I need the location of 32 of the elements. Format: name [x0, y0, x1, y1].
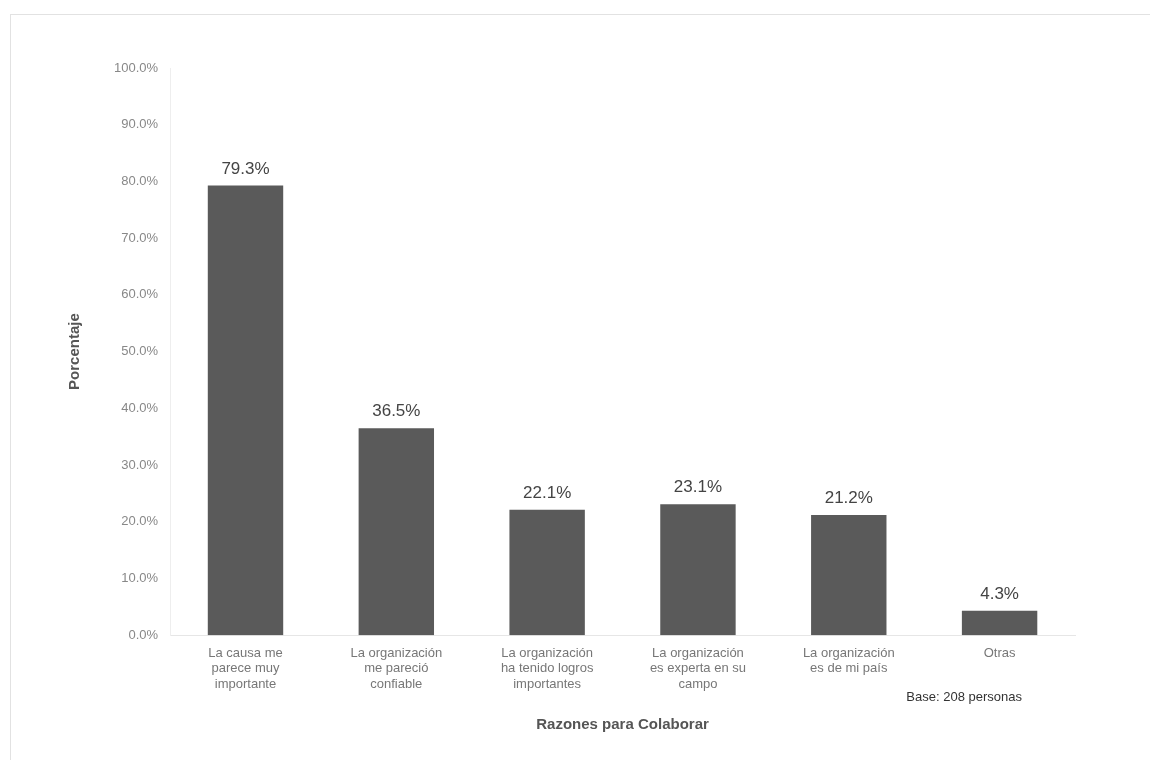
y-axis-title: Porcentaje [65, 313, 83, 390]
data-label: 4.3% [980, 584, 1019, 603]
bar [358, 428, 435, 636]
y-tick-label: 0.0% [128, 626, 159, 642]
y-tick-label: 40.0% [121, 399, 159, 415]
data-label: 23.1% [673, 477, 723, 497]
x-tick-label: La organización me pareció confiable [350, 644, 443, 691]
y-tick-label: 20.0% [121, 513, 159, 529]
y-tick-label: 90.0% [121, 116, 159, 132]
data-label: 22.1% [523, 483, 572, 503]
data-label: 79.3% [221, 158, 270, 178]
x-tick-label: La organización es experta en su campo [649, 644, 747, 691]
bar [660, 504, 736, 636]
x-tick-label: La organización es de mi país [802, 644, 895, 676]
bar [961, 610, 1038, 636]
x-tick-label: La causa me parece muy importante [208, 644, 283, 691]
y-tick-label: 100.0% [114, 59, 159, 75]
y-tick-label: 30.0% [121, 456, 159, 472]
y-tick-label: 60.0% [121, 286, 159, 302]
data-label: 21.2% [824, 488, 873, 508]
bar [509, 509, 585, 636]
y-tick-label: 70.0% [121, 229, 159, 245]
x-tick-label: Otras [983, 644, 1016, 660]
y-tick-label: 10.0% [121, 570, 159, 586]
bar [207, 185, 284, 636]
data-label: 36.5% [372, 401, 421, 421]
x-axis-title: Razones para Colaborar [536, 715, 709, 733]
y-tick-label: 80.0% [121, 173, 159, 189]
x-tick-label: La organización ha tenido logros importantes [500, 644, 594, 691]
y-tick-label: 50.0% [121, 343, 159, 359]
text: Base: 208 personas [906, 689, 1022, 704]
bar [811, 514, 887, 636]
